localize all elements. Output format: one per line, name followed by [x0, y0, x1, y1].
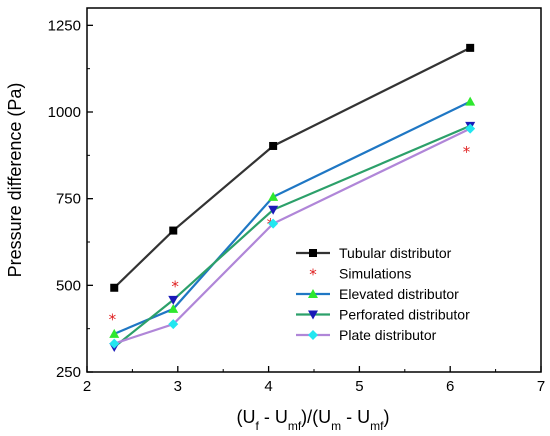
legend-label: Simulations	[339, 266, 411, 282]
data-point	[168, 303, 179, 313]
x-axis-label-part: m	[331, 419, 341, 433]
series-line	[113, 46, 471, 289]
data-point: *	[109, 310, 117, 328]
data-point	[268, 218, 279, 229]
x-tick-label: 5	[355, 378, 363, 395]
legend-item: Plate distributor	[296, 327, 437, 343]
y-tick-label: 1250	[48, 17, 81, 34]
x-axis-label-part: (U	[236, 407, 255, 427]
legend: Tubular distributor * Simulations Elevated …	[296, 245, 470, 343]
y-axis-label: Pressure difference (Pa)	[5, 83, 25, 278]
data-point	[168, 319, 179, 330]
legend-label: Plate distributor	[339, 327, 437, 343]
series-tubular-distributor	[110, 43, 475, 292]
x-axis-label-part: - U	[341, 407, 370, 427]
x-tick-label: 6	[446, 378, 454, 395]
legend-item: Elevated distributor	[296, 286, 459, 302]
x-axis-label-part: mf	[288, 419, 302, 433]
series-line	[113, 100, 471, 335]
data-point	[168, 295, 179, 305]
x-tick-label: 4	[264, 378, 272, 395]
x-axis-label-part: f	[255, 419, 259, 433]
x-axis-label-part: )	[384, 407, 390, 427]
legend-item: Perforated distributor	[296, 307, 470, 323]
data-point	[169, 226, 178, 235]
legend-label: Elevated distributor	[339, 286, 459, 302]
legend-marker	[308, 330, 318, 340]
series-line	[113, 127, 471, 345]
legend-marker	[309, 249, 317, 257]
x-tick-label: 3	[174, 378, 182, 395]
data-point	[268, 191, 279, 201]
data-point	[109, 338, 120, 349]
data-point	[269, 141, 278, 150]
legend-marker	[308, 310, 318, 320]
y-tick-label: 250	[56, 364, 81, 381]
data-point	[465, 96, 476, 106]
data-point: *	[171, 277, 179, 295]
y-tick-label: 750	[56, 191, 81, 208]
y-tick-label: 500	[56, 277, 81, 294]
data-point	[110, 283, 119, 292]
axes-layer: 2 3 4 5 6 7 250 500 750 1000 1250	[48, 7, 545, 395]
legend-item: Tubular distributor	[296, 245, 452, 261]
x-axis-label-part: mf	[370, 419, 384, 433]
data-point	[466, 43, 475, 52]
x-axis-label-part: - U	[259, 407, 288, 427]
series-line	[113, 124, 471, 348]
x-tick-label: 7	[537, 378, 545, 395]
data-point	[268, 205, 279, 215]
legend-marker	[308, 289, 318, 298]
legend-marker: *	[309, 266, 317, 284]
data-point	[465, 123, 476, 134]
legend-item: * Simulations	[309, 266, 411, 284]
legend-label: Perforated distributor	[339, 307, 470, 323]
legend-label: Tubular distributor	[339, 245, 452, 261]
y-tick-label: 1000	[48, 104, 81, 121]
x-axis-label-part: )/(U	[301, 407, 331, 427]
series-layer: * * * *	[109, 43, 476, 353]
data-point	[109, 328, 120, 338]
x-axis-label: (Uf - Umf)/(Um - Umf)	[236, 407, 389, 433]
data-point: *	[463, 143, 471, 161]
x-tick-label: 2	[83, 378, 91, 395]
series-plate-distributor	[109, 123, 476, 349]
series-elevated-distributor	[109, 96, 476, 338]
